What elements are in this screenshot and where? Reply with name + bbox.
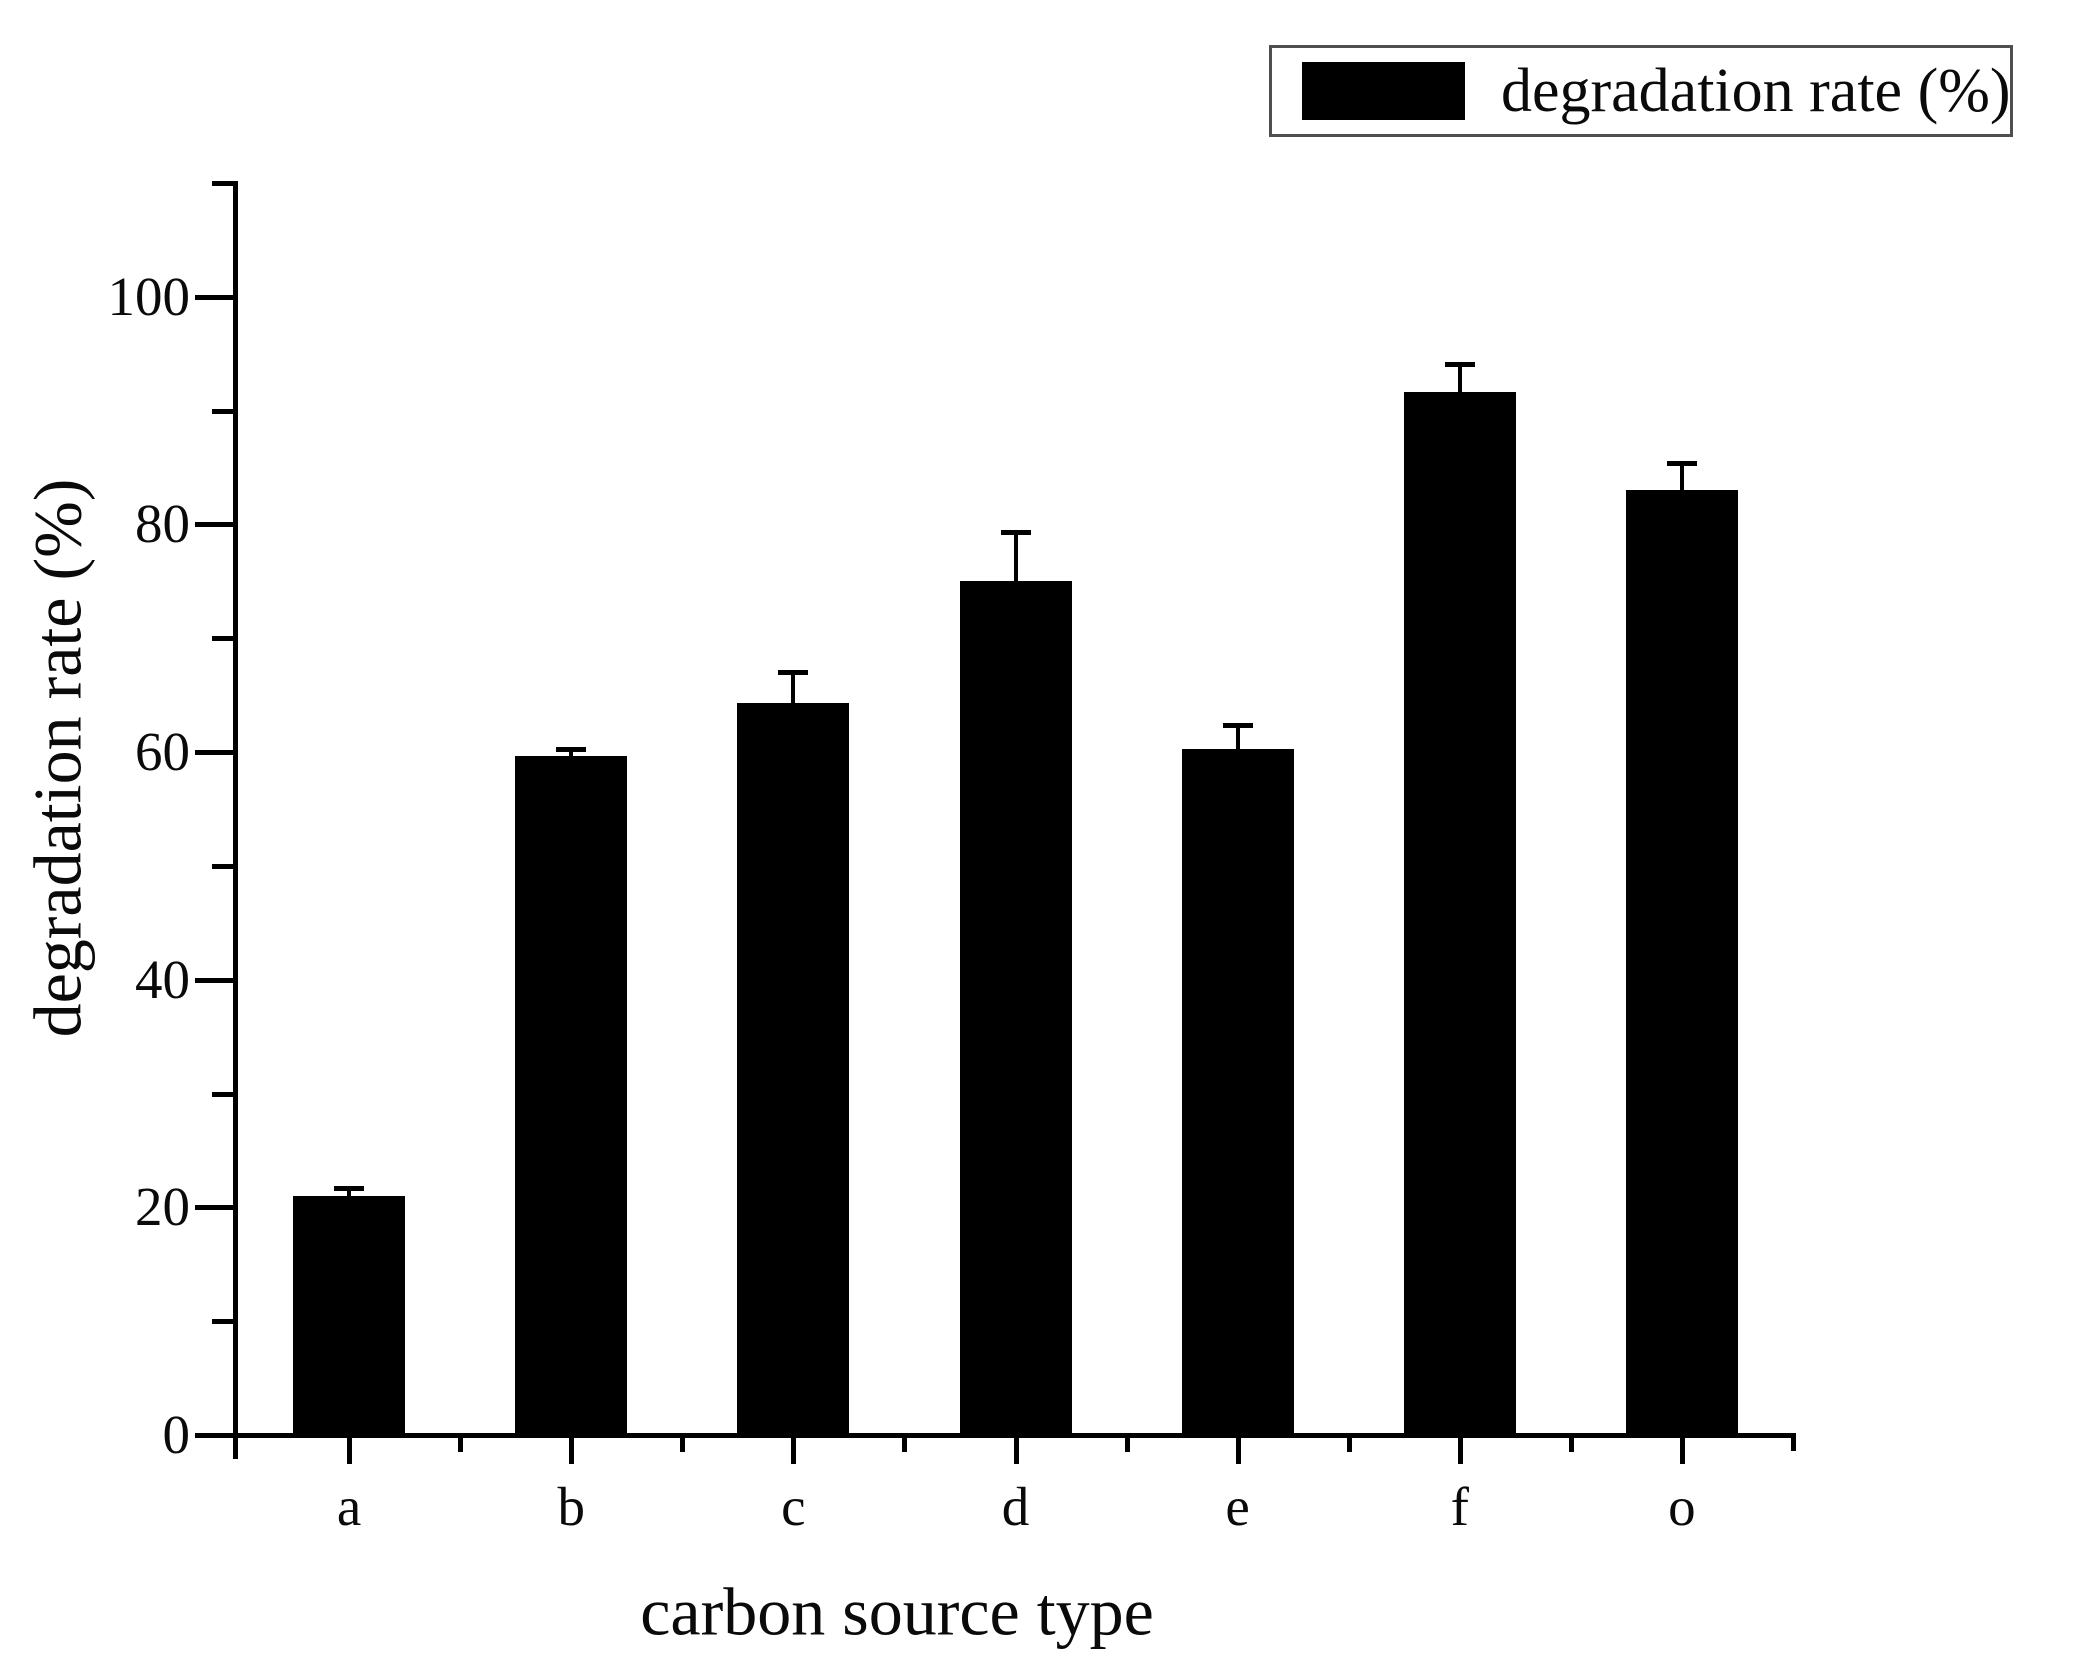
bar [293,1195,406,1436]
error-bar-cap [1666,460,1697,466]
y-minor-tick [212,1319,233,1325]
y-tick-label: 40 [135,948,190,1010]
x-major-tick [1457,1438,1463,1464]
y-major-tick [195,1205,233,1211]
y-minor-tick [212,408,233,414]
bar [959,581,1072,1436]
x-minor-tick [902,1438,908,1452]
x-tick-label: o [1668,1476,1696,1537]
y-tick-label: 20 [135,1176,190,1238]
x-tick-label: c [781,1476,806,1537]
x-minor-tick [1568,1438,1574,1452]
y-major-tick [195,750,233,756]
y-tick-label: 60 [135,721,190,783]
x-tick-label: b [557,1476,585,1537]
error-bar-stem [791,672,796,704]
x-minor-tick [458,1438,464,1452]
x-major-tick [791,1438,797,1464]
x-tick-label: f [1450,1476,1469,1537]
x-minor-tick [680,1438,686,1452]
x-major-tick [1679,1438,1685,1464]
y-minor-tick [212,1091,233,1097]
y-major-tick [195,522,233,528]
y-major-tick [195,1433,233,1438]
x-major-tick [1013,1438,1019,1464]
error-bar-cap [1000,530,1031,536]
y-major-tick [195,977,233,983]
error-bar-stem [1013,532,1018,582]
bar [1625,490,1738,1436]
bar [737,703,850,1436]
error-bar-stem [347,1188,352,1196]
x-axis-end-tick [1791,1433,1796,1451]
error-bar-cap [334,1186,365,1191]
x-minor-tick [1124,1438,1130,1452]
error-bar-stem [1235,724,1240,749]
error-bar-stem [1457,363,1462,393]
legend-box: degradation rate (%) [1269,45,2013,137]
y-minor-tick [212,636,233,642]
bar [515,755,628,1436]
x-major-tick [1235,1438,1241,1464]
y-axis-end-tick [212,181,233,186]
error-bar-cap [778,670,809,676]
error-bar-stem [1679,462,1684,491]
bar [1181,748,1294,1436]
error-bar-stem [569,748,574,756]
x-axis-title: carbon source type [640,1573,1154,1650]
y-tick-label: 80 [135,493,190,555]
error-bar-cap [1222,722,1253,728]
x-tick-label: a [336,1476,362,1537]
y-axis-line [233,181,238,1459]
x-major-tick [347,1438,353,1464]
y-tick-label: 0 [162,1404,191,1465]
x-minor-tick [1346,1438,1352,1452]
y-tick-label: 100 [107,265,191,327]
legend-swatch [1302,62,1465,120]
y-major-tick [195,294,233,300]
y-minor-tick [212,863,233,869]
x-tick-label: e [1225,1476,1250,1537]
x-major-tick [569,1438,575,1464]
error-bar-cap [1444,361,1475,367]
bar [1403,392,1516,1436]
x-tick-label: d [1001,1476,1030,1537]
error-bar-cap [556,746,587,752]
legend-label: degradation rate (%) [1501,56,2011,125]
